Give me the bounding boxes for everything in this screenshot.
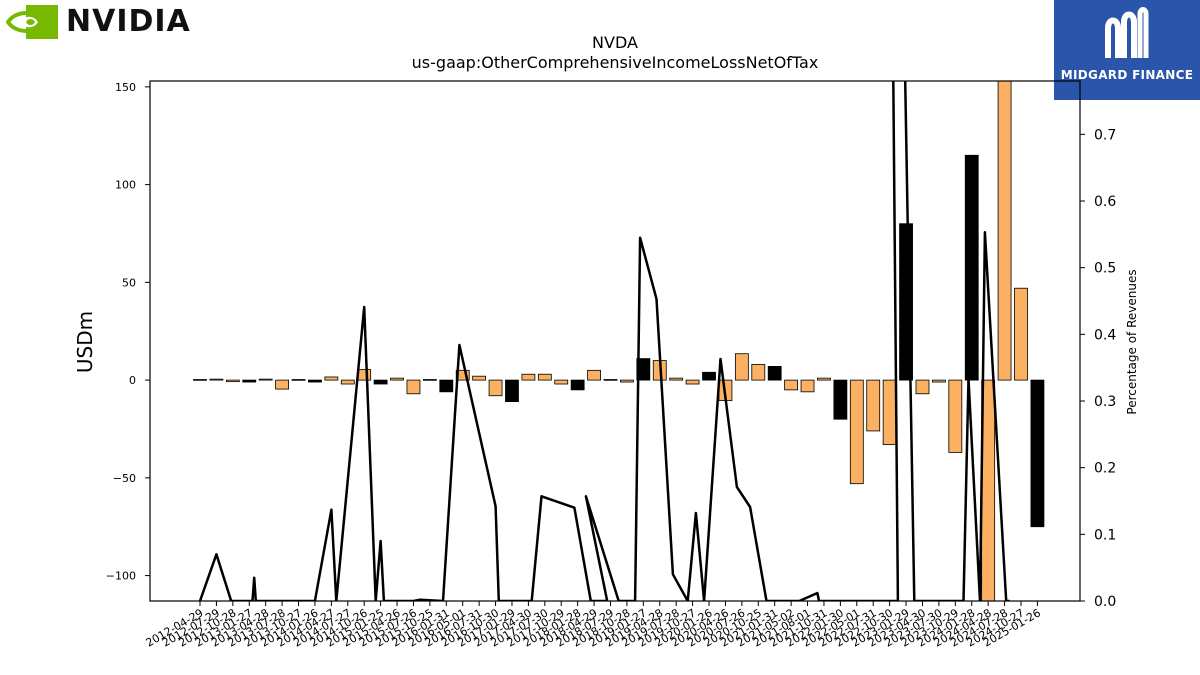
bar-2018-10-28 (620, 379, 634, 383)
bar-2019-07-28 (669, 377, 684, 381)
bar-2019-01-27 (636, 358, 651, 381)
midgard-finance-logo: MIDGARD FINANCE (1054, 0, 1200, 100)
bar-2014-01-26 (308, 379, 322, 383)
bar-2016-07-31 (472, 375, 487, 381)
y-axis-label: USDm (73, 311, 97, 373)
bar-2013-01-27 (242, 379, 257, 383)
y2-tick-label: 0.4 (1094, 327, 1116, 343)
bar-2013-04-28 (258, 378, 273, 381)
series-line (198, 81, 1010, 601)
bar-2021-01-31 (767, 366, 782, 381)
chart-subtitle: us-gaap:OtherComprehensiveIncomeLossNetO… (412, 53, 819, 72)
bar-2015-07-26 (406, 379, 421, 395)
bar-2023-10-29 (948, 379, 963, 453)
bar-2022-01-30 (833, 379, 848, 420)
bars-layer (193, 80, 1045, 602)
y-tick-label: 0 (129, 374, 136, 387)
y2-tick-label: 0.3 (1094, 394, 1116, 410)
y-tick-label: 50 (122, 276, 136, 289)
plot-frame (149, 80, 1081, 602)
bar-2014-10-26 (357, 369, 372, 381)
y2-tick-label: 0.0 (1094, 594, 1116, 610)
bar-2020-01-26 (702, 371, 716, 381)
nvidia-eye-icon (6, 5, 58, 39)
bar-2021-08-01 (800, 379, 815, 393)
bar-2021-05-02 (784, 379, 799, 391)
bar-2023-07-30 (932, 379, 946, 383)
line-layer (198, 81, 1010, 601)
y-tick-label: −50 (113, 472, 136, 485)
bar-2024-01-28 (964, 154, 979, 381)
midgard-wordmark: MIDGARD FINANCE (1060, 68, 1194, 82)
bar-2013-10-27 (291, 379, 306, 381)
y2-tick-label: 0.5 (1094, 261, 1116, 277)
y2-tick-label: 0.2 (1094, 461, 1116, 477)
y2-tick-label: 0.1 (1094, 527, 1116, 543)
bar-2015-04-26 (390, 377, 404, 381)
bar-2023-04-30 (915, 379, 930, 395)
bar-2020-10-25 (751, 364, 766, 381)
nvidia-logo: NVIDIA (6, 5, 191, 39)
y-tick-label: 150 (115, 81, 136, 94)
bar-2017-04-30 (521, 373, 536, 381)
bar-2017-01-29 (505, 379, 519, 403)
bar-2022-10-30 (882, 379, 897, 446)
bar-2018-01-28 (570, 379, 585, 391)
y-tick-label: 100 (115, 179, 136, 192)
y2-tick-label: 0.7 (1094, 127, 1116, 143)
bar-2024-10-27 (1014, 287, 1028, 381)
bar-2017-07-30 (537, 373, 552, 381)
bar-2022-05-01 (849, 379, 864, 485)
bar-2012-04-29 (193, 379, 207, 381)
bar-2015-01-25 (373, 379, 388, 385)
bar-2012-10-28 (225, 379, 240, 383)
bar-2016-10-30 (488, 379, 503, 397)
y2-axis-label: Percentage of Revenues (1125, 269, 1139, 414)
bar-2024-07-28 (997, 80, 1012, 381)
bar-2014-04-27 (324, 376, 339, 381)
y2-tick-label: 0.6 (1094, 194, 1116, 210)
bar-2018-07-29 (603, 379, 618, 381)
bar-2014-07-27 (340, 379, 355, 385)
nvidia-wordmark: NVIDIA (66, 4, 191, 39)
y-tick-label: −100 (106, 570, 136, 583)
bar-2020-07-26 (734, 353, 749, 381)
midgard-m-icon (1105, 7, 1149, 58)
bar-2019-10-27 (685, 379, 700, 385)
bar-2013-07-28 (275, 379, 290, 390)
bar-2015-10-25 (422, 379, 437, 381)
bar-2017-10-29 (554, 379, 569, 385)
bar-2025-01-26 (1030, 379, 1045, 528)
bar-2012-07-29 (209, 378, 224, 381)
bar-2022-07-31 (866, 379, 881, 432)
bar-2018-04-29 (587, 369, 601, 381)
bar-2016-01-31 (439, 379, 454, 393)
bar-2021-10-31 (817, 377, 831, 381)
chart-title: NVDA (592, 33, 638, 52)
